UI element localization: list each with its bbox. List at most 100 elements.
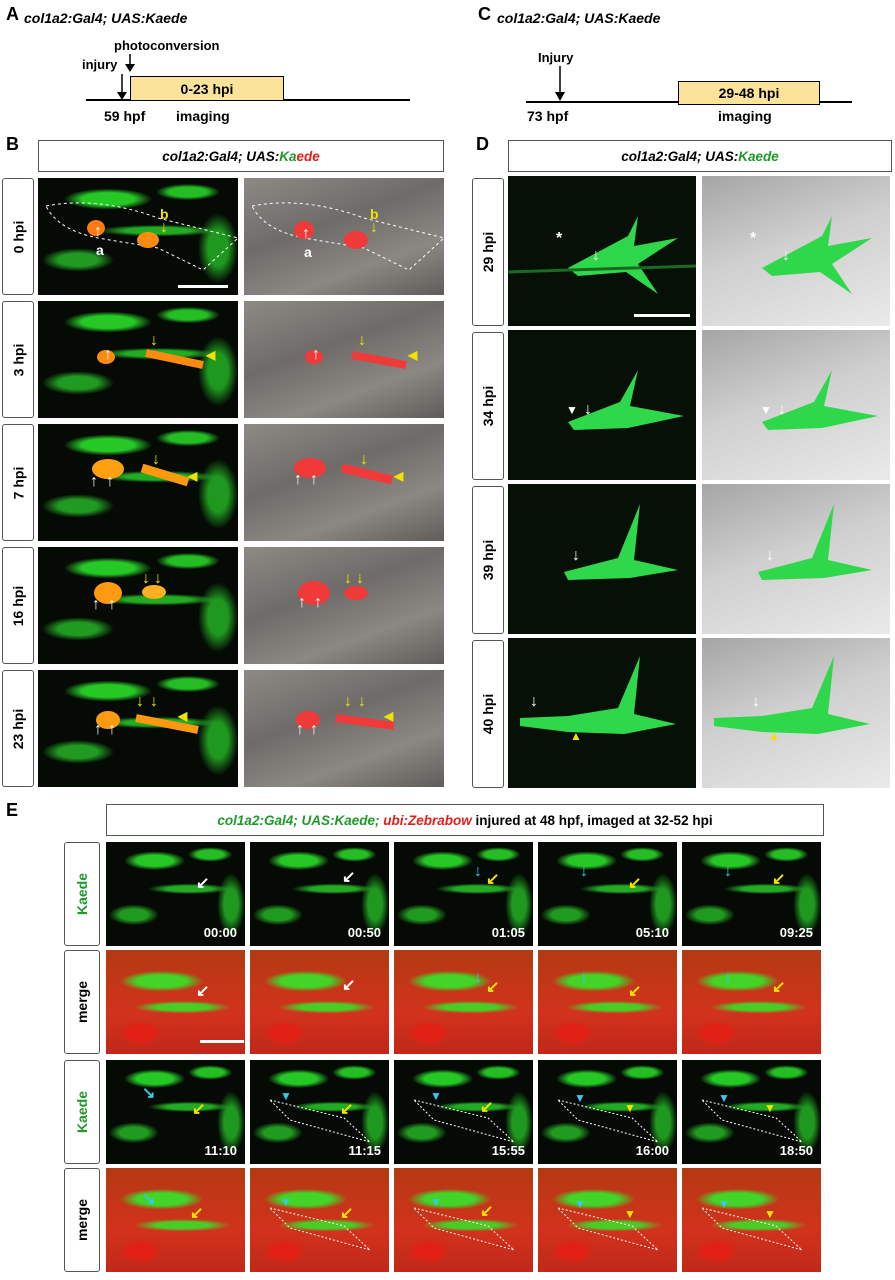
white-arrow: ↑	[108, 596, 116, 613]
panel-d-header-green: Kaede	[738, 148, 779, 164]
panel-e-merge-image: ↓ ↙	[394, 950, 533, 1054]
cyan-arrowhead: ▼	[280, 1089, 292, 1103]
white-arrow: ↑	[106, 473, 114, 490]
yellow-arrowhead: ◀	[384, 709, 394, 723]
panel-e-header-rest: injured at 48 hpf, imaged at 32-52 hpi	[475, 812, 713, 828]
yellow-arrow: ↙	[340, 1101, 354, 1118]
white-arrow: ↑	[108, 721, 116, 738]
panel-b-header-ede: ede	[296, 148, 320, 164]
panel-b-fluorescence-image: ↑ ↑ ↓ ↓ ◀	[38, 670, 238, 787]
panel-b-row-label: 7 hpi	[2, 424, 34, 541]
panel-b-row-label: 3 hpi	[2, 301, 34, 418]
panel-e-merge-image: ▼ ▼	[538, 1168, 677, 1272]
white-arrow: ↓	[782, 247, 790, 264]
timestamp: 15:55	[491, 1143, 525, 1158]
cell-label-b: b	[160, 206, 169, 222]
yellow-arrow: ↙	[480, 1203, 494, 1220]
panel-c-title: col1a2:Gal4; UAS:Kaede	[497, 10, 661, 26]
panel-e-row-label: Kaede	[64, 1060, 100, 1164]
white-arrow: ↓	[752, 693, 760, 710]
white-arrow: ↓	[530, 693, 538, 710]
panel-d-merge-image: ↓	[702, 484, 890, 634]
asterisk-marker: *	[750, 230, 757, 247]
panel-d-fluorescence-image: * ↓	[508, 176, 696, 326]
cyan-arrowhead: ▼	[574, 1091, 586, 1105]
panel-letter-d: D	[476, 134, 489, 154]
imaging-window-c: 29-48 hpi	[678, 81, 820, 105]
cell-label-a: a	[304, 244, 312, 260]
panel-d-row-label: 40 hpi	[472, 640, 504, 788]
white-arrow: ↓	[766, 547, 774, 564]
panel-b-fluorescence-image: ↑ ↑ ↓ ◀	[38, 424, 238, 541]
yellow-arrow: ↓	[358, 332, 366, 349]
panel-letter-a: A	[6, 4, 19, 24]
white-arrow: ↑	[310, 471, 318, 488]
white-arrow: ↑	[314, 594, 322, 611]
panel-d-header: col1a2:Gal4; UAS: Kaede	[508, 140, 892, 172]
panel-e-kaede-image: ↓ ↙ 05:10	[538, 842, 677, 946]
panel-b-row-label: 23 hpi	[2, 670, 34, 787]
panel-b-fluorescence-image: ↑ a b ↓	[38, 178, 238, 295]
imaging-label-a: imaging	[176, 108, 230, 124]
yellow-arrow: ↓	[150, 693, 158, 710]
white-arrow: ↙	[342, 869, 356, 886]
panel-d-row-label: 34 hpi	[472, 332, 504, 480]
yellow-arrowhead: ◀	[206, 348, 216, 362]
cyan-arrowhead: ▼	[430, 1195, 442, 1209]
timestamp: 09:25	[779, 925, 813, 940]
panel-e-merge-image: ↙	[250, 950, 389, 1054]
white-arrow: ↑	[312, 346, 320, 363]
panel-d-row-label: 39 hpi	[472, 486, 504, 634]
panel-d-fluorescence-image: ↓ ▲	[508, 638, 696, 788]
timestamp: 00:50	[347, 925, 381, 940]
panel-e-kaede-image: ▼ ↙ 11:15	[250, 1060, 389, 1164]
panel-e-merge-image: ↙	[106, 950, 245, 1054]
yellow-arrow: ↙	[190, 1205, 204, 1222]
panel-b-merge-image: ↑ ↑ ↓ ↓ ◀	[244, 670, 444, 787]
scale-bar	[178, 285, 228, 288]
panel-e-kaede-image: ↓ ↙ 01:05	[394, 842, 533, 946]
cyan-arrow: ↓	[580, 969, 588, 986]
panel-e-row-label: merge	[64, 950, 100, 1054]
white-arrow: ↑	[294, 471, 302, 488]
yellow-arrow: ↓	[136, 693, 144, 710]
panel-e-kaede-image: ↓ ↙ 09:25	[682, 842, 821, 946]
yellow-arrow: ↓	[160, 219, 168, 236]
yellow-arrowhead: ◀	[408, 348, 418, 362]
cyan-arrow: ↓	[580, 863, 588, 880]
imaging-window-a: 0-23 hpi	[130, 76, 284, 101]
white-arrow: ↙	[196, 983, 210, 1000]
panel-e-merge-image: ▼ ↙	[394, 1168, 533, 1272]
white-arrow: ↓	[584, 401, 592, 418]
yellow-arrowhead: ▲	[570, 729, 582, 743]
panel-b-merge-image: ↑ ↑ ↓ ↓	[244, 547, 444, 664]
imaging-label-c: imaging	[718, 108, 772, 124]
panel-e-header-red: ubi:Zebrabow	[383, 812, 472, 828]
yellow-arrowhead: ▼	[624, 1101, 636, 1115]
scale-bar	[200, 1040, 244, 1043]
panel-b-merge-image: ↑ ↓ ◀	[244, 301, 444, 418]
panel-e-row-label: Kaede	[64, 842, 100, 946]
panel-e-merge-image: ▼ ↙	[250, 1168, 389, 1272]
yellow-arrow: ↓	[152, 451, 160, 468]
yellow-arrow: ↓	[142, 570, 150, 587]
panel-b-header-ka: Ka	[279, 148, 297, 164]
panel-letter-b: B	[6, 134, 19, 154]
white-arrowhead: ▼	[760, 403, 772, 417]
yellow-arrow: ↙	[480, 1099, 494, 1116]
timestamp: 18:50	[779, 1143, 813, 1158]
panel-e-row-label: merge	[64, 1168, 100, 1272]
cyan-arrow: ↘	[142, 1191, 156, 1208]
yellow-arrow: ↙	[628, 983, 642, 1000]
panel-e-kaede-image: ▼ ▼ 16:00	[538, 1060, 677, 1164]
white-arrow: ↑	[302, 225, 310, 242]
white-arrow: ↑	[90, 473, 98, 490]
yellow-arrow: ↓	[154, 570, 162, 587]
scale-bar	[634, 314, 690, 317]
white-arrow: ↓	[778, 401, 786, 418]
panel-e-merge-image: ↓ ↙	[682, 950, 821, 1054]
yellow-arrow: ↓	[150, 332, 158, 349]
cyan-arrowhead: ▼	[574, 1197, 586, 1211]
timestamp: 05:10	[635, 925, 669, 940]
white-arrow: ↑	[296, 721, 304, 738]
